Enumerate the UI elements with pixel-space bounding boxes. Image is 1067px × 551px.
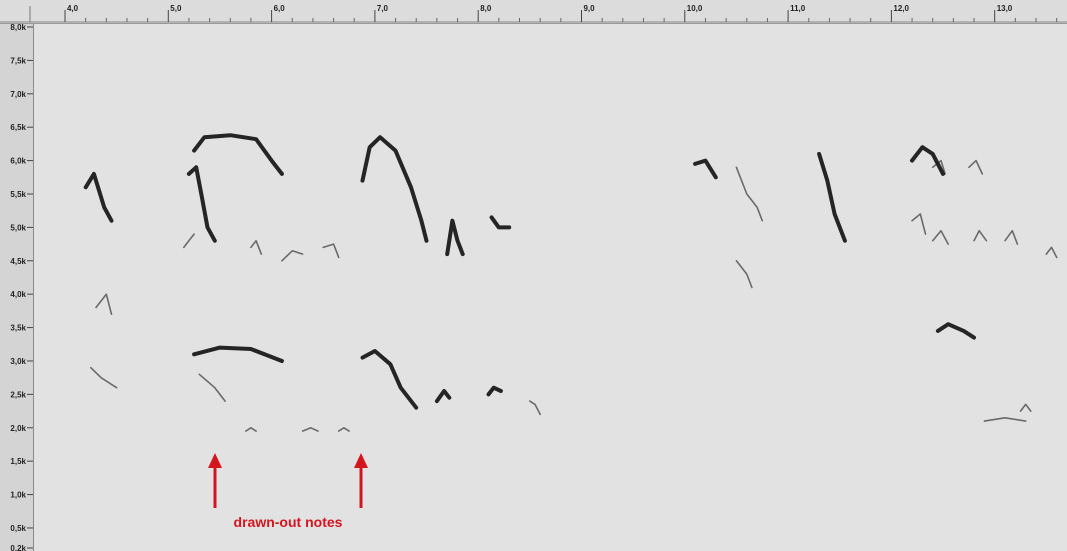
x-tick-label: 10,0 bbox=[687, 4, 703, 13]
time-ruler: 4,0 5,0 6,0 7,0 8,0 9,0 10,0 11,0 12,0 13,0 bbox=[0, 0, 1067, 24]
spectrogram-faint-trace bbox=[95, 293, 113, 315]
y-tick-label: 0,2k bbox=[10, 544, 26, 551]
spectrogram-faint-trace bbox=[968, 159, 984, 175]
y-tick-label: 5,5k bbox=[10, 190, 26, 199]
spectrogram-faint-trace bbox=[735, 260, 753, 289]
spectrogram-faint-trace bbox=[931, 159, 946, 175]
y-tick-label: 2,5k bbox=[10, 390, 26, 399]
spectrogram-note-trace bbox=[817, 151, 847, 243]
frequency-axis-scale: 8,0k 7,5k 7,0k 6,5k 6,0k 5,5k 5,0k 4,5k 4,0k 3,5k… bbox=[10, 24, 33, 551]
y-tick-label: 7,0k bbox=[10, 90, 26, 99]
spectrogram-faint-trace bbox=[198, 373, 226, 402]
annotation-arrowhead-right bbox=[354, 453, 368, 468]
spectrogram-note-trace bbox=[434, 389, 452, 404]
spectrogram-note-trace bbox=[186, 165, 217, 243]
y-tick-label: 6,0k bbox=[10, 157, 26, 166]
spectrogram-faint-trace bbox=[1004, 229, 1019, 245]
y-tick-label: 0,5k bbox=[10, 524, 26, 533]
spectrogram-faint-trace bbox=[281, 250, 304, 262]
x-tick-label: 9,0 bbox=[583, 4, 595, 13]
spectrogram-faint-trace bbox=[245, 427, 257, 432]
spectrogram-note-trace bbox=[360, 349, 419, 410]
y-tick-label: 1,0k bbox=[10, 491, 26, 500]
spectrogram-plot: drawn-out notes bbox=[83, 133, 1058, 530]
y-tick-label: 3,0k bbox=[10, 357, 26, 366]
spectrogram-note-trace bbox=[489, 215, 512, 230]
x-tick-label: 13,0 bbox=[997, 4, 1013, 13]
y-tick-label: 5,0k bbox=[10, 223, 26, 232]
spectrogram-faint-trace bbox=[301, 427, 319, 432]
spectrogram-faint-trace bbox=[1019, 403, 1032, 412]
spectrogram-faint-trace bbox=[1045, 246, 1058, 259]
spectrogram-faint-trace bbox=[911, 213, 927, 235]
annotation: drawn-out notes bbox=[208, 453, 368, 530]
spectrogram-faint-trace bbox=[931, 229, 949, 245]
y-tick-label: 7,5k bbox=[10, 56, 26, 65]
x-tick-label: 7,0 bbox=[377, 4, 389, 13]
spectrogram-faint-trace bbox=[90, 366, 118, 389]
time-ruler-scale: 4,0 5,0 6,0 7,0 8,0 9,0 10,0 11,0 12,0 13,0 bbox=[0, 4, 1067, 23]
x-tick-label: 12,0 bbox=[893, 4, 909, 13]
spectrogram-faint-trace bbox=[183, 233, 195, 249]
y-tick-label: 8,0k bbox=[10, 24, 26, 32]
y-tick-label: 1,5k bbox=[10, 457, 26, 466]
spectrogram-faint-trace bbox=[337, 427, 350, 432]
spectrogram-note-trace bbox=[360, 135, 429, 243]
spectrogram-note-trace bbox=[935, 322, 976, 340]
spectrogram-faint-trace bbox=[250, 239, 263, 255]
spectrogram-note-trace bbox=[192, 133, 284, 176]
x-tick-label: 8,0 bbox=[480, 4, 492, 13]
spectrogram-faint-trace bbox=[973, 229, 988, 242]
spectrogram-note-trace bbox=[910, 145, 945, 176]
spectrogram-faint-trace bbox=[735, 166, 764, 222]
spectrogram-panel: drawn-out notes bbox=[34, 24, 1067, 551]
spectrogram-note-trace bbox=[445, 218, 465, 257]
x-tick-label: 4,0 bbox=[67, 4, 79, 13]
spectrogram-note-trace bbox=[693, 158, 718, 180]
spectrogram-faint-trace bbox=[983, 417, 1027, 422]
y-tick-label: 3,5k bbox=[10, 324, 26, 333]
y-tick-label: 6,5k bbox=[10, 123, 26, 132]
annotation-label: drawn-out notes bbox=[234, 514, 343, 530]
spectrogram-note-trace bbox=[192, 345, 284, 363]
y-tick-label: 4,5k bbox=[10, 257, 26, 266]
spectrogram-faint-trace bbox=[529, 400, 541, 416]
y-tick-label: 4,0k bbox=[10, 290, 26, 299]
x-tick-label: 11,0 bbox=[790, 4, 806, 13]
spectrogram-note-trace bbox=[486, 385, 503, 397]
x-tick-label: 6,0 bbox=[274, 4, 286, 13]
frequency-axis: 8,0k 7,5k 7,0k 6,5k 6,0k 5,5k 5,0k 4,5k 4,0k 3,5k… bbox=[0, 24, 34, 551]
annotation-arrowhead-left bbox=[208, 453, 222, 468]
spectrogram-faint-trace bbox=[322, 243, 340, 259]
spectrogram-note-trace bbox=[83, 171, 114, 223]
x-tick-label: 5,0 bbox=[170, 4, 182, 13]
y-tick-label: 2,0k bbox=[10, 424, 26, 433]
